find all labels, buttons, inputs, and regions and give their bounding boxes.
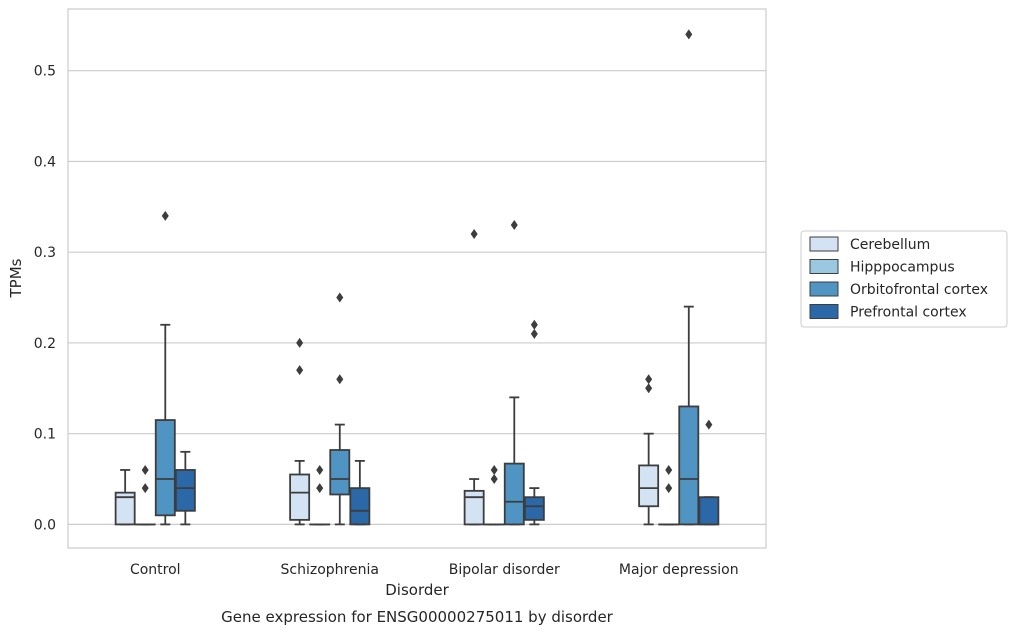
outlier-point xyxy=(316,483,323,493)
legend-swatch xyxy=(810,237,838,251)
legend-label: Cerebellum xyxy=(850,237,930,253)
box-group xyxy=(330,293,349,525)
boxes-layer xyxy=(116,29,719,524)
y-tick-label: 0.3 xyxy=(34,245,56,261)
outlier-point xyxy=(336,374,343,384)
outlier-point xyxy=(142,483,149,493)
box-iqr xyxy=(525,497,544,520)
y-tick-label: 0.5 xyxy=(34,64,56,80)
outlier-point xyxy=(665,465,672,475)
legend-label: Orbitofrontal cortex xyxy=(850,282,988,298)
outlier-point xyxy=(296,338,303,348)
outlier-point xyxy=(531,320,538,330)
outlier-point xyxy=(531,329,538,339)
legend: Cerebellum Hipppocampus Orbitofrontal cort… xyxy=(801,231,1007,327)
outlier-point xyxy=(685,29,692,39)
outlier-point xyxy=(471,229,478,239)
y-tick-label: 0.2 xyxy=(34,336,56,352)
x-axis-label: Disorder xyxy=(385,581,449,599)
y-tick-label: 0.4 xyxy=(34,154,56,170)
outlier-point xyxy=(511,220,518,230)
box-iqr xyxy=(639,465,658,506)
outlier-point xyxy=(645,374,652,384)
outlier-point xyxy=(705,420,712,430)
legend-swatch xyxy=(810,282,838,296)
box-group xyxy=(350,461,369,525)
outlier-point xyxy=(296,365,303,375)
outlier-point xyxy=(316,465,323,475)
box-group xyxy=(699,420,718,525)
x-tick-label: Major depression xyxy=(619,562,739,578)
outlier-point xyxy=(665,483,672,493)
chart-caption: Gene expression for ENSG00000275011 by d… xyxy=(221,608,614,626)
outlier-point xyxy=(491,465,498,475)
outlier-point xyxy=(162,211,169,221)
box-iqr xyxy=(176,470,195,511)
y-tick-label: 0.0 xyxy=(34,517,56,533)
legend-swatch xyxy=(810,305,838,319)
box-iqr xyxy=(465,491,484,525)
box-iqr xyxy=(505,464,524,525)
box-group xyxy=(505,220,524,524)
legend-swatch xyxy=(810,260,838,274)
box-iqr xyxy=(330,450,349,494)
outlier-point xyxy=(142,465,149,475)
box-group xyxy=(525,320,544,525)
box-group xyxy=(116,470,135,524)
box-group xyxy=(465,229,484,524)
box-group xyxy=(485,465,504,524)
x-tick-label: Control xyxy=(130,562,181,578)
y-ticks: 0.0 0.1 0.2 0.3 0.4 0.5 xyxy=(34,64,56,534)
outlier-point xyxy=(336,293,343,303)
box-group xyxy=(176,452,195,525)
box-group xyxy=(136,465,155,524)
box-iqr xyxy=(290,475,309,520)
legend-label: Hipppocampus xyxy=(850,260,955,276)
box-group xyxy=(679,29,698,524)
box-iqr xyxy=(679,406,698,524)
outlier-point xyxy=(491,474,498,484)
box-iqr xyxy=(350,488,369,524)
outlier-point xyxy=(645,383,652,393)
box-group xyxy=(310,465,329,524)
box-iqr xyxy=(699,497,718,524)
x-tick-label: Schizophrenia xyxy=(281,562,379,578)
box-group xyxy=(659,465,678,524)
box-group xyxy=(639,374,658,524)
x-ticks: Control Schizophrenia Bipolar disorder Majo… xyxy=(130,562,739,578)
x-tick-label: Bipolar disorder xyxy=(449,562,560,578)
legend-label: Prefrontal cortex xyxy=(850,305,967,321)
box-iqr xyxy=(156,420,175,515)
y-tick-label: 0.1 xyxy=(34,427,56,443)
box-group xyxy=(290,338,309,524)
y-axis-label: TPMs xyxy=(7,258,25,298)
box-group xyxy=(156,211,175,525)
